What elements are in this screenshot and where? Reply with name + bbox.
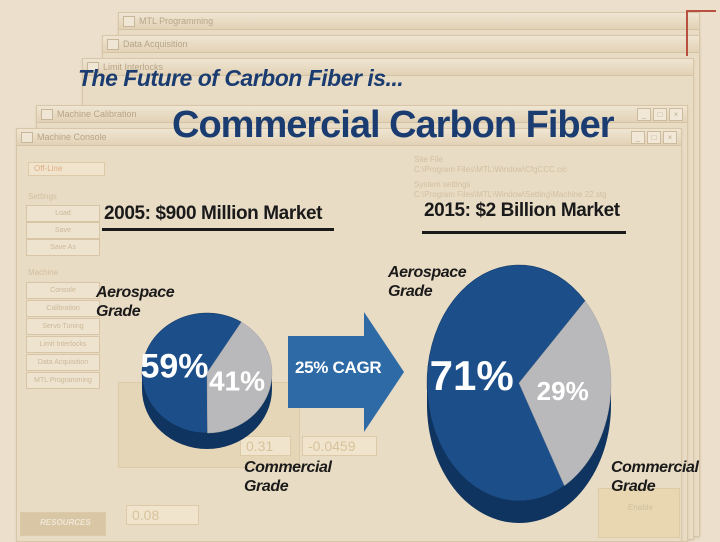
pie-label-commercial: 59% bbox=[140, 348, 208, 386]
mtl-programming-button[interactable]: MTL Programming bbox=[26, 372, 100, 389]
chart-2005-title: 2005: $900 Million Market bbox=[104, 203, 323, 224]
pie-slice-commercial bbox=[141, 312, 242, 434]
window-title: Machine Console bbox=[37, 132, 107, 142]
pie-label-aerospace: 41% bbox=[209, 366, 265, 397]
window-title: MTL Programming bbox=[139, 16, 214, 26]
close-icon[interactable]: × bbox=[663, 131, 677, 144]
pie-label-aerospace: 29% bbox=[537, 376, 589, 406]
site-file-path: C:\Program Files\MTL\Window\CfgCCC.cic bbox=[414, 165, 567, 174]
system-settings-path: C:\Program Files\MTL\Window\Setting\Mach… bbox=[414, 190, 607, 199]
slide-title: Commercial Carbon Fiber bbox=[172, 104, 615, 146]
window-icon bbox=[41, 108, 53, 120]
close-icon[interactable]: × bbox=[669, 108, 683, 121]
cagr-arrow bbox=[288, 312, 404, 432]
save-button[interactable]: Save bbox=[26, 222, 100, 239]
chart-2005-aerospace-label: Aerospace Grade bbox=[96, 284, 175, 320]
slide-subtitle: The Future of Carbon Fiber is... bbox=[78, 65, 404, 91]
window-title: Data Acquisition bbox=[123, 39, 188, 49]
pie-label-commercial: 71% bbox=[430, 352, 514, 399]
pie-slice-aerospace bbox=[518, 300, 612, 486]
chart-2015-aerospace-label: Aerospace Grade bbox=[388, 264, 467, 300]
pie-slice-aerospace bbox=[206, 321, 273, 434]
chart-2005-underline bbox=[102, 228, 334, 231]
corner-decoration bbox=[686, 10, 716, 56]
window-icon bbox=[21, 131, 33, 143]
limit-interlocks-button[interactable]: Limit Interlocks bbox=[26, 336, 100, 353]
chart-2015-underline bbox=[422, 231, 626, 234]
settings-label: Settings bbox=[28, 192, 57, 201]
window-title: Machine Calibration bbox=[57, 109, 137, 119]
enable-label: Enable bbox=[628, 503, 653, 512]
console-button[interactable]: Console bbox=[26, 282, 100, 299]
readout-value-1: 0.31 bbox=[240, 436, 291, 456]
load-button[interactable]: Load bbox=[26, 205, 100, 222]
logo-box bbox=[20, 512, 106, 536]
maximize-icon[interactable]: □ bbox=[653, 108, 667, 121]
window-icon bbox=[87, 61, 99, 73]
site-file-label: Site File bbox=[414, 155, 443, 164]
save-as-button[interactable]: Save As bbox=[26, 239, 100, 256]
minimize-icon[interactable]: _ bbox=[631, 131, 645, 144]
chart-2005-commercial-label: Commercial Grade bbox=[244, 459, 332, 495]
chart-2015-title: 2015: $2 Billion Market bbox=[424, 200, 620, 221]
right-panel bbox=[598, 488, 680, 538]
chart-2015-commercial-label: Commercial Grade bbox=[611, 459, 699, 495]
data-acquisition-button[interactable]: Data Acquisition bbox=[26, 354, 100, 371]
pie-chart-1: 29% 71% bbox=[426, 264, 612, 523]
cagr-label: 25% CAGR bbox=[295, 358, 382, 377]
readout-value-3: 0.08 bbox=[126, 505, 199, 525]
pie-chart-0: 41%59% bbox=[140, 312, 273, 449]
maximize-icon[interactable]: □ bbox=[647, 131, 661, 144]
machine-label: Machine bbox=[28, 268, 59, 277]
window-icon bbox=[107, 38, 119, 50]
window-icon bbox=[123, 15, 135, 27]
calibration-button[interactable]: Calibration bbox=[26, 300, 100, 317]
pie-slice-commercial bbox=[426, 264, 586, 502]
minimize-icon[interactable]: _ bbox=[637, 108, 651, 121]
logo-text: RESOURCES bbox=[40, 518, 91, 527]
status-field: Off-Line bbox=[28, 162, 105, 176]
readout-value-2: -0.0459 bbox=[302, 436, 377, 456]
system-settings-label: System settings bbox=[414, 180, 471, 189]
window-title: Limit Interlocks bbox=[103, 62, 164, 72]
servo-tuning-button[interactable]: Servo Tuning bbox=[26, 318, 100, 335]
